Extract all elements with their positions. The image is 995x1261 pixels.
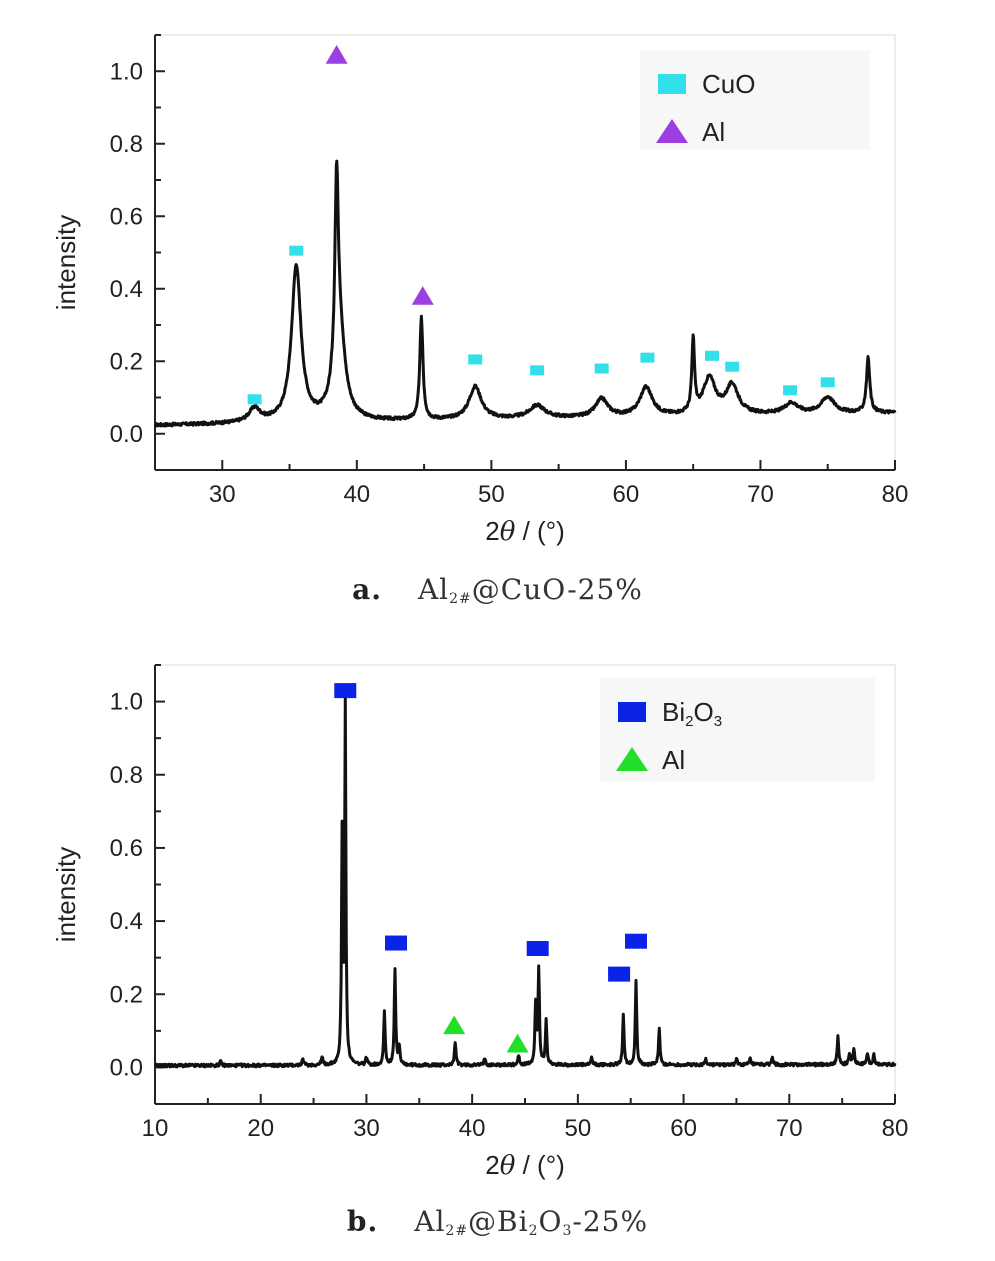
chart-a-legend-label-0: CuO	[702, 69, 755, 99]
chart-b-y-tick-label: 0.8	[110, 762, 143, 789]
chart-b-x-tick-label: 70	[776, 1115, 803, 1142]
chart-b-x-axis-title: 2θ / (°)	[485, 1150, 565, 1181]
chart-a-marker-cuo	[289, 245, 304, 256]
chart-a-x-tick-label: 30	[209, 481, 236, 508]
chart-a-x-axis-title: 2θ / (°)	[485, 516, 565, 547]
chart-b-x-tick-label: 30	[353, 1115, 380, 1142]
chart-b-marker-bi2o3	[608, 966, 631, 982]
caption-b-rest: -25%	[572, 1205, 649, 1238]
caption-b-o: O	[538, 1205, 563, 1238]
chart-a-y-tick-label: 1.0	[110, 58, 143, 85]
chart-b-x-tick-label: 10	[142, 1115, 169, 1142]
chart-b-legend-marker-0	[618, 702, 646, 722]
panel-b: 10 20 30 40 50 60 70 80 0.0 0.2 0.4 0.6 0.8 1.0 2θ / (…	[0, 630, 995, 1261]
caption-b-sub1: 2#	[445, 1223, 469, 1239]
chart-a-legend-marker-0	[658, 74, 686, 94]
chart-b-legend-marker-1	[616, 747, 648, 771]
chart-a-x-tick-label: 70	[747, 481, 774, 508]
caption-b: b. Al2#@Bi2O3-25%	[0, 1205, 995, 1239]
chart-a-marker-cuo	[530, 365, 545, 376]
caption-b-bi: @Bi	[468, 1205, 529, 1238]
chart-b-y-tick-label: 0.4	[110, 908, 143, 935]
chart-a-y-tick-label: 0.0	[110, 421, 143, 448]
caption-b-label: b.	[346, 1205, 379, 1238]
chart-b-x-tick-label: 80	[882, 1115, 909, 1142]
chart-a-marker-cuo	[725, 361, 740, 372]
chart-a-y-tick-label: 0.2	[110, 348, 143, 375]
chart-b-x-tick-label: 40	[459, 1115, 486, 1142]
chart-a-y-tick-label: 0.8	[110, 131, 143, 158]
xrd-chart-b: 10 20 30 40 50 60 70 80 0.0 0.2 0.4 0.6 0.8 1.0 2θ / (…	[51, 664, 909, 1181]
chart-a-x-tick-label: 50	[478, 481, 505, 508]
chart-a-x-tick-label: 80	[882, 481, 909, 508]
chart-b-y-tick-label: 0.0	[110, 1054, 143, 1081]
chart-b-y-tick-label: 0.2	[110, 981, 143, 1008]
chart-b-x-tick-label: 60	[670, 1115, 697, 1142]
caption-a-al: Al	[417, 573, 450, 606]
chart-a-marker-cuo	[820, 377, 835, 388]
chart-a-x-tick-label: 40	[343, 481, 370, 508]
chart-b-marker-bi2o3	[625, 933, 647, 949]
chart-b-y-tick-label: 0.6	[110, 835, 143, 862]
chart-a-marker-cuo	[705, 350, 720, 361]
caption-a-label: a.	[352, 573, 382, 606]
chart-a-marker-al	[411, 286, 434, 305]
panel-a: 30 40 50 60 70 80 0.0 0.2 0.4 0.6 0.8 1.0 2θ / (°) in…	[0, 0, 995, 630]
caption-a-sub: 2#	[449, 591, 472, 607]
caption-a: a. Al2#@CuO-25%	[0, 573, 995, 607]
chart-b-legend-label-0: Bi2O3	[662, 697, 722, 730]
xrd-chart-a: 30 40 50 60 70 80 0.0 0.2 0.4 0.6 0.8 1.0 2θ / (°) in…	[51, 34, 909, 547]
caption-b-sub2: 2	[528, 1223, 539, 1239]
chart-a-marker-cuo	[594, 363, 609, 374]
chart-b-legend-label-1: Al	[662, 745, 685, 775]
chart-a-y-tick-label: 0.6	[110, 203, 143, 230]
chart-a-legend-label-1: Al	[702, 117, 725, 147]
caption-a-rest: @CuO-25%	[471, 573, 643, 606]
chart-a-y-axis-title: intensity	[51, 215, 81, 310]
chart-a-x-tick-label: 60	[613, 481, 640, 508]
chart-b-x-tick-label: 50	[565, 1115, 592, 1142]
chart-b-marker-bi2o3	[334, 683, 357, 699]
caption-b-sub3: 3	[562, 1223, 573, 1239]
chart-b-marker-al	[506, 1033, 529, 1053]
chart-a-marker-cuo	[468, 354, 483, 365]
chart-b-marker-bi2o3	[526, 941, 549, 957]
chart-b-y-axis-title: intensity	[51, 847, 81, 942]
chart-b-y-tick-label: 1.0	[110, 689, 143, 716]
chart-a-marker-cuo	[247, 394, 262, 405]
chart-a-marker-al	[325, 45, 348, 64]
chart-b-x-tick-label: 20	[247, 1115, 274, 1142]
chart-a-xrd-trace	[154, 159, 897, 428]
chart-b-marker-bi2o3	[385, 935, 408, 951]
chart-b-marker-al	[443, 1015, 466, 1035]
chart-a-y-tick-label: 0.4	[110, 276, 143, 303]
chart-a-marker-cuo	[640, 352, 655, 363]
chart-a-legend-marker-1	[656, 119, 688, 143]
chart-a-marker-cuo	[783, 385, 798, 396]
chart-b-legend	[600, 678, 875, 782]
caption-b-al: Al	[414, 1205, 446, 1238]
chart-b-xrd-trace	[154, 695, 897, 1069]
